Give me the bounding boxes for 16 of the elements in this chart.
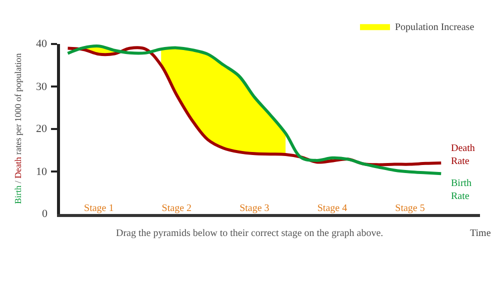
y-axis-title: Birth / Death rates per 1000 of population (13, 52, 23, 204)
y-tick-label: 30 (36, 81, 48, 93)
y-tick-label: 0 (42, 208, 48, 220)
x-axis-title: Time (470, 228, 492, 239)
x-tick-label: Stage 2 (162, 203, 192, 214)
text: Drag the pyramids below to their correct stage on the graph above. (116, 228, 384, 239)
x-tick-label: Stage 1 (84, 203, 114, 214)
y-tick-label: 20 (36, 123, 48, 135)
legend-label: Population Increase (395, 22, 475, 33)
x-tick-label: Stage 5 (395, 203, 425, 214)
y-tick-label: 10 (36, 166, 48, 178)
x-tick-label: Stage 3 (240, 203, 270, 214)
x-tick-label: Stage 4 (317, 203, 348, 214)
y-tick-label: 40 (36, 38, 48, 50)
series-label: Death Rate (451, 143, 475, 167)
series-label: Birth Rate (451, 178, 472, 202)
